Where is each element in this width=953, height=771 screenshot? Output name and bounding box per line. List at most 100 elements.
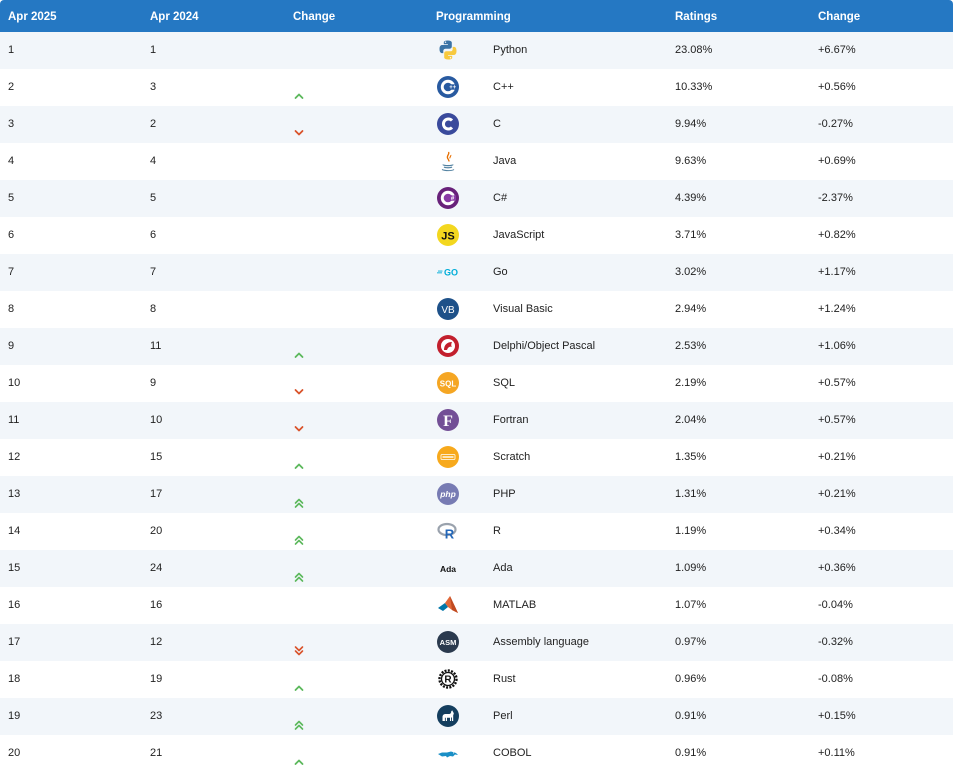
rank-change-indicator <box>292 476 306 513</box>
rank-change-indicator <box>292 402 306 439</box>
rating-value: 2.04% <box>675 414 707 426</box>
table-row[interactable]: 9 11 Delphi/Object Pascal 2.53% +1.06% <box>0 328 953 365</box>
rating-value: 3.02% <box>675 266 707 278</box>
arrow-down-icon <box>292 377 306 395</box>
rank-change-indicator <box>292 661 306 698</box>
table-row[interactable]: 13 17 php PHP 1.31% +0.21% <box>0 476 953 513</box>
table-row[interactable]: 20 21 COBOL 0.91% +0.11% <box>0 735 953 771</box>
table-row[interactable]: 16 16 MATLAB 1.07% -0.04% <box>0 587 953 624</box>
cplusplus-icon: ++ <box>436 75 460 99</box>
language-logo <box>436 439 460 476</box>
table-row[interactable]: 11 10 F Fortran 2.04% +0.57% <box>0 402 953 439</box>
rating-value: 0.91% <box>675 710 707 722</box>
rank-change-indicator <box>292 328 306 365</box>
rating-change: +0.57% <box>818 414 856 426</box>
rank-current: 9 <box>8 340 15 352</box>
table-row[interactable]: 15 24 Ada Ada 1.09% +0.36% <box>0 550 953 587</box>
rating-value: 1.09% <box>675 562 707 574</box>
language-name[interactable]: Java <box>493 155 517 167</box>
arrow-up-icon <box>292 451 306 469</box>
svg-text:SQL: SQL <box>440 379 457 388</box>
language-logo: GO <box>436 254 460 291</box>
rust-icon: R <box>436 667 460 691</box>
table-row[interactable]: 18 19 R Rust 0.96% -0.08% <box>0 661 953 698</box>
rank-change-indicator <box>292 698 306 735</box>
rank-current: 20 <box>8 747 21 759</box>
header-change[interactable]: Change <box>293 11 336 23</box>
header-apr-2024[interactable]: Apr 2024 <box>150 11 199 23</box>
language-name[interactable]: Python <box>493 44 528 56</box>
rank-current: 5 <box>8 192 15 204</box>
rank-current: 10 <box>8 377 21 389</box>
rating-change: +0.15% <box>818 710 856 722</box>
table-row[interactable]: 7 7 GO Go 3.02% +1.17% <box>0 254 953 291</box>
double-arrow-up-icon <box>292 525 306 545</box>
language-name[interactable]: Rust <box>493 673 516 685</box>
language-logo: R <box>436 513 460 550</box>
header-change-percent[interactable]: Change <box>818 11 861 23</box>
rank-previous: 3 <box>150 81 157 93</box>
language-logo: Ada <box>436 550 460 587</box>
language-name[interactable]: Fortran <box>493 414 529 426</box>
rank-change-indicator <box>292 32 306 69</box>
language-name[interactable]: Scratch <box>493 451 531 463</box>
rank-current: 2 <box>8 81 15 93</box>
rank-previous: 4 <box>150 155 157 167</box>
table-row[interactable]: 17 12 ASM Assembly language 0.97% -0.32% <box>0 624 953 661</box>
table-row[interactable]: 3 2 C 9.94% -0.27% <box>0 106 953 143</box>
rank-previous: 17 <box>150 488 163 500</box>
table-row[interactable]: 4 4 Java 9.63% +0.69% <box>0 143 953 180</box>
table-row[interactable]: 12 15 Scratch 1.35% +0.21% <box>0 439 953 476</box>
language-name[interactable]: MATLAB <box>493 599 537 611</box>
table-row[interactable]: 6 6 JS JavaScript 3.71% +0.82% <box>0 217 953 254</box>
rank-previous: 7 <box>150 266 157 278</box>
rank-previous: 11 <box>150 340 162 352</box>
rating-change: -0.04% <box>818 599 853 611</box>
language-name[interactable]: PHP <box>493 488 516 500</box>
rating-value: 9.94% <box>675 118 707 130</box>
delphi-icon <box>436 334 460 358</box>
language-name[interactable]: Delphi/Object Pascal <box>493 340 596 352</box>
language-name[interactable]: C++ <box>493 81 514 93</box>
language-name[interactable]: COBOL <box>493 747 532 759</box>
rank-previous: 6 <box>150 229 157 241</box>
svg-text:F: F <box>443 413 453 430</box>
language-name[interactable]: JavaScript <box>493 229 545 241</box>
rank-previous: 24 <box>150 562 163 574</box>
rank-previous: 1 <box>150 44 157 56</box>
language-logo <box>436 328 460 365</box>
java-icon <box>436 149 460 173</box>
language-logo <box>436 106 460 143</box>
language-name[interactable]: R <box>493 525 501 537</box>
table-row[interactable]: 14 20 R R 1.19% +0.34% <box>0 513 953 550</box>
header-ratings[interactable]: Ratings <box>675 11 718 23</box>
language-logo: SQL <box>436 365 460 402</box>
language-name[interactable]: Perl <box>493 710 513 722</box>
rating-change: +0.21% <box>818 451 856 463</box>
header-apr-2025[interactable]: Apr 2025 <box>8 11 57 23</box>
rating-change: +0.69% <box>818 155 856 167</box>
table-row[interactable]: 2 3 ++ C++ 10.33% +0.56% <box>0 69 953 106</box>
table-row[interactable]: 8 8 VB Visual Basic 2.94% +1.24% <box>0 291 953 328</box>
rank-change-indicator <box>292 624 306 661</box>
table-row[interactable]: 10 9 SQL SQL 2.19% +0.57% <box>0 365 953 402</box>
arrow-up-icon <box>292 673 306 691</box>
header-programming-language[interactable]: Programming Language <box>436 11 511 57</box>
rank-previous: 20 <box>150 525 163 537</box>
table-row[interactable]: 1 1 Python 23.08% +6.67% <box>0 32 953 69</box>
table-header: Apr 2025 Apr 2024 Change Programming Lan… <box>0 0 953 57</box>
language-name[interactable]: C <box>493 118 501 130</box>
language-name[interactable]: Visual Basic <box>493 303 553 315</box>
language-name[interactable]: Go <box>493 266 508 278</box>
rank-change-indicator <box>292 587 306 624</box>
rank-change-indicator <box>292 69 306 106</box>
language-name[interactable]: Ada <box>493 562 513 574</box>
rating-value: 9.63% <box>675 155 707 167</box>
rating-value: 0.96% <box>675 673 707 685</box>
language-name[interactable]: Assembly language <box>493 636 590 648</box>
table-row[interactable]: 5 5 # C# 4.39% -2.37% <box>0 180 953 217</box>
table-row[interactable]: 19 23 Perl 0.91% +0.15% <box>0 698 953 735</box>
language-name[interactable]: C# <box>493 192 508 204</box>
language-name[interactable]: SQL <box>493 377 516 389</box>
arrow-up-icon <box>292 747 306 765</box>
